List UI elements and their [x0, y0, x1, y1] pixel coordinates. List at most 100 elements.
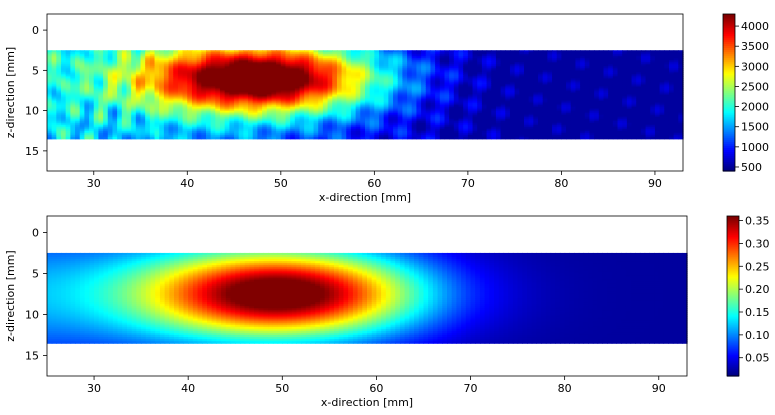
heatmap-cell	[65, 128, 71, 132]
heatmap-cell	[388, 52, 394, 55]
heatmap-cell	[271, 126, 277, 130]
heatmap-cell	[280, 132, 287, 136]
heatmap-cell	[332, 122, 338, 126]
heatmap-cell	[140, 100, 146, 104]
heatmap-cell	[365, 58, 371, 61]
heatmap-cell	[402, 102, 408, 106]
heatmap-cell	[407, 118, 413, 122]
heatmap-cell	[350, 104, 357, 108]
heatmap-cell	[402, 88, 408, 92]
heatmap-cell	[229, 66, 235, 69]
heatmap-cell	[313, 112, 319, 116]
heatmap-cell	[252, 64, 259, 67]
heatmap-cell	[215, 126, 221, 130]
heatmap-cell	[397, 50, 404, 53]
heatmap-cell	[47, 84, 53, 88]
heatmap-cell	[103, 72, 109, 75]
heatmap-cell	[56, 84, 62, 88]
heatmap-cell	[117, 90, 123, 94]
heatmap-cell	[191, 96, 198, 100]
heatmap-cell	[196, 54, 202, 57]
heatmap-cell	[168, 110, 174, 114]
heatmap-cell	[84, 58, 90, 61]
heatmap-cell	[430, 116, 436, 120]
heatmap-cell	[336, 88, 343, 92]
heatmap-cell	[290, 78, 296, 82]
heatmap-cell	[280, 54, 287, 57]
heatmap-cell	[56, 70, 62, 73]
heatmap-cell	[425, 116, 432, 120]
heatmap-cell	[285, 84, 291, 88]
heatmap-cell	[168, 126, 174, 130]
heatmap-cell	[393, 56, 399, 59]
heatmap-cell	[266, 60, 273, 63]
heatmap-cell	[313, 100, 319, 104]
heatmap-cell	[365, 60, 371, 63]
heatmap-cell	[131, 104, 137, 108]
heatmap-cell	[388, 56, 394, 59]
heatmap-cell	[154, 94, 160, 98]
heatmap-cell	[177, 68, 184, 71]
heatmap-cell	[93, 68, 100, 71]
heatmap-cell	[332, 80, 338, 84]
heatmap-cell	[374, 94, 380, 98]
heatmap-cell	[257, 100, 263, 104]
heatmap-cell	[65, 84, 71, 88]
heatmap-cell	[243, 116, 249, 120]
heatmap-cell	[229, 96, 235, 100]
heatmap-cell	[425, 136, 432, 140]
heatmap-cell	[51, 134, 57, 138]
heatmap-cell	[416, 112, 422, 116]
heatmap-cell	[397, 132, 404, 136]
heatmap-cell	[131, 56, 137, 59]
heatmap-cell	[336, 52, 343, 55]
heatmap-cell	[98, 124, 104, 128]
heatmap-cell	[191, 100, 198, 104]
heatmap-cell	[280, 122, 287, 126]
heatmap-cell	[112, 102, 118, 106]
heatmap-cell	[215, 122, 221, 126]
heatmap-cell	[304, 82, 310, 86]
heatmap-cell	[70, 126, 76, 130]
heatmap-cell	[458, 136, 464, 140]
heatmap-cell	[117, 50, 123, 53]
heatmap-cell	[425, 110, 432, 114]
heatmap-cell	[61, 68, 67, 71]
heatmap-cell	[388, 124, 394, 128]
heatmap-cell	[374, 116, 380, 120]
heatmap-cell	[407, 134, 413, 138]
heatmap-cell	[234, 116, 240, 120]
heatmap-cell	[252, 104, 259, 108]
heatmap-cell	[177, 58, 184, 61]
heatmap-cell	[318, 98, 324, 102]
heatmap-cell	[112, 90, 118, 94]
heatmap-cell	[397, 62, 404, 65]
heatmap-cell	[206, 98, 212, 102]
heatmap-cell	[107, 74, 114, 77]
heatmap-cell	[383, 110, 389, 114]
heatmap-cell	[285, 100, 291, 104]
heatmap-cell	[103, 132, 109, 136]
heatmap-cell	[135, 104, 142, 108]
heatmap-cell	[388, 120, 394, 124]
heatmap-cell	[75, 136, 81, 140]
heatmap-cell	[243, 102, 249, 106]
heatmap-cell	[206, 72, 212, 75]
heatmap-cell	[336, 124, 343, 128]
heatmap-cell	[308, 124, 315, 128]
heatmap-cell	[56, 112, 62, 116]
heatmap-cell	[243, 92, 249, 96]
heatmap-cell	[383, 72, 389, 75]
heatmap-cell	[234, 88, 240, 92]
heatmap-cell	[411, 96, 418, 100]
heatmap-cell	[439, 136, 446, 140]
heatmap-cell	[89, 88, 95, 92]
heatmap-cell	[163, 86, 170, 90]
heatmap-cell	[388, 116, 394, 120]
heatmap-cell	[243, 66, 249, 69]
heatmap-cell	[304, 104, 310, 108]
heatmap-cell	[341, 116, 347, 120]
heatmap-cell	[107, 126, 114, 130]
heatmap-cell	[220, 116, 226, 120]
heatmap-cell	[322, 112, 329, 116]
